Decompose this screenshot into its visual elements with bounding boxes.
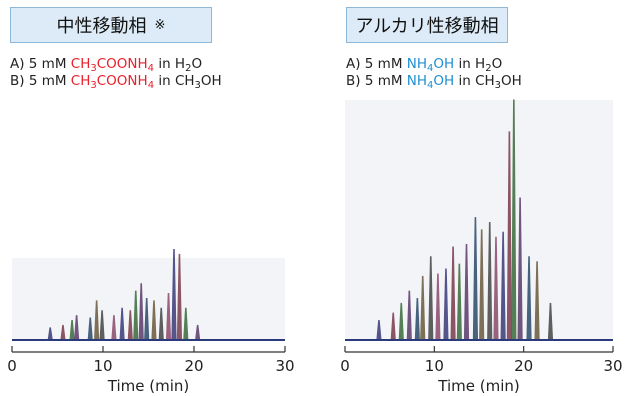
- solvent-sub: 3: [194, 80, 201, 91]
- neutral-reagent: CH3COONH4: [70, 56, 155, 74]
- alkaline-phase-b: B) 5 mM NH4OH in CH3OH: [346, 73, 522, 91]
- reagent-part: OH: [433, 73, 455, 89]
- alkaline-reagent: NH4OH: [406, 56, 455, 74]
- solvent-end: O: [191, 56, 203, 72]
- x-axis-label: Time (min): [107, 377, 189, 395]
- solvent: in H: [454, 56, 486, 72]
- x-tick-label: 20: [184, 357, 203, 375]
- solvent: in CH: [454, 73, 495, 89]
- phase-label: B) 5 mM: [346, 73, 407, 89]
- phase-label: A) 5 mM: [346, 56, 407, 72]
- alkaline-title-text: アルカリ性移動相: [355, 16, 499, 37]
- solvent: in H: [154, 56, 186, 72]
- alkaline-title: アルカリ性移動相: [346, 7, 508, 43]
- phase-label: A) 5 mM: [10, 56, 71, 72]
- reagent-part: NH: [406, 73, 428, 89]
- reagent-sub: 3: [90, 80, 97, 91]
- x-tick-label: 0: [7, 357, 17, 375]
- reagent-part: COONH: [96, 73, 148, 89]
- reagent-sub: 4: [147, 63, 155, 74]
- solvent-sub: 2: [485, 63, 492, 74]
- x-tick-label: 10: [425, 357, 444, 375]
- solvent-sub: 2: [185, 63, 192, 74]
- solvent: in CH: [154, 73, 195, 89]
- neutral-title-text: 中性移動相: [56, 16, 147, 37]
- solvent-sub: 3: [494, 80, 502, 91]
- alkaline-panel: アルカリ性移動相 A) 5 mM NH4OH in H2O B) 5 mM NH…: [314, 0, 628, 396]
- neutral-reagent: CH3COONH4: [70, 73, 155, 91]
- plot-area: [345, 100, 613, 340]
- phase-label: B) 5 mM: [10, 73, 71, 89]
- x-tick-label: 20: [514, 357, 533, 375]
- reagent-sub: 4: [427, 80, 434, 91]
- neutral-panel: 中性移動相 ※ A) 5 mM CH3COONH4 in H2O B) 5 mM …: [10, 7, 222, 91]
- neutral-phase-a: A) 5 mM CH3COONH4 in H2O: [10, 56, 203, 74]
- solvent-end: OH: [501, 73, 522, 89]
- x-tick-label: 0: [340, 357, 350, 375]
- neutral-title-mark: ※: [154, 17, 166, 33]
- x-tick-label: 30: [603, 357, 622, 375]
- x-tick-label: 30: [275, 357, 294, 375]
- x-axis-label: Time (min): [437, 377, 519, 395]
- reagent-part: COONH: [96, 56, 148, 72]
- reagent-sub: 4: [147, 80, 155, 91]
- reagent-part: CH: [70, 56, 91, 72]
- reagent-part: OH: [433, 56, 455, 72]
- reagent-sub: 4: [427, 63, 434, 74]
- reagent-part: CH: [70, 73, 91, 89]
- reagent-part: NH: [406, 56, 428, 72]
- x-tick-label: 10: [93, 357, 112, 375]
- neutral-title: 中性移動相 ※: [10, 7, 212, 43]
- alkaline-reagent: NH4OH: [406, 73, 455, 91]
- solvent-end: O: [491, 56, 503, 72]
- neutral-phase-b: B) 5 mM CH3COONH4 in CH3OH: [10, 73, 222, 91]
- reagent-sub: 3: [90, 63, 97, 74]
- solvent-end: OH: [200, 73, 222, 89]
- alkaline-phase-a: A) 5 mM NH4OH in H2O: [346, 56, 503, 74]
